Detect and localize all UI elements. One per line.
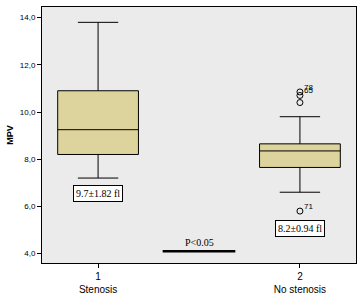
svg-text:78: 78 <box>304 83 313 92</box>
svg-text:14,0: 14,0 <box>20 13 36 22</box>
svg-text:8,0: 8,0 <box>24 155 36 164</box>
svg-text:8.2±0.94 fl: 8.2±0.94 fl <box>278 223 322 234</box>
svg-text:71: 71 <box>304 202 313 211</box>
svg-text:65: 65 <box>304 86 313 95</box>
svg-text:9.7±1.82 fl: 9.7±1.82 fl <box>76 188 120 199</box>
svg-text:P<0.05: P<0.05 <box>185 237 214 248</box>
svg-text:6,0: 6,0 <box>24 202 36 211</box>
svg-text:10,0: 10,0 <box>20 108 36 117</box>
svg-text:12,0: 12,0 <box>20 61 36 70</box>
svg-text:MPV: MPV <box>5 125 15 145</box>
svg-text:1Stenosis: 1Stenosis <box>79 271 117 295</box>
svg-text:4,0: 4,0 <box>24 249 36 258</box>
svg-text:2No stenosis: 2No stenosis <box>274 271 326 295</box>
